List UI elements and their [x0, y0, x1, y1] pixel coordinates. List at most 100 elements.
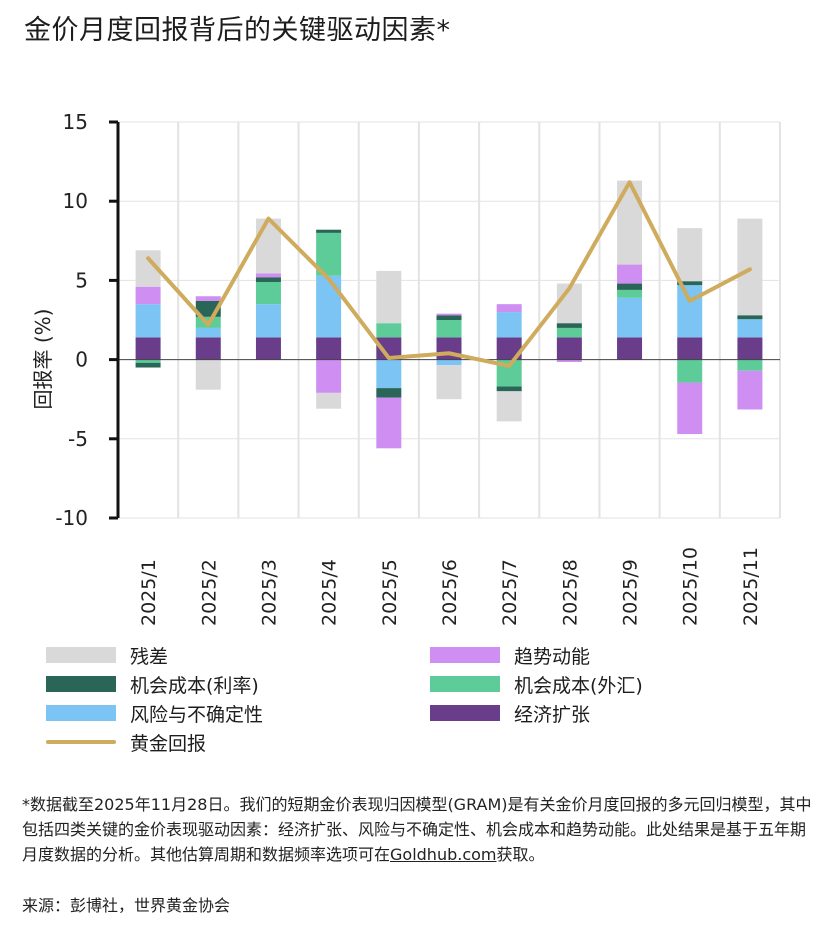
x-tick-label: 2025/6	[439, 559, 461, 626]
grid	[118, 121, 781, 519]
bar-segment	[617, 283, 643, 290]
bar-segment	[436, 313, 462, 316]
bar-segment	[677, 285, 703, 338]
bar-segment	[195, 296, 221, 301]
bar-segment	[436, 365, 462, 400]
bar-segment	[436, 320, 462, 338]
bar-segment	[677, 359, 703, 383]
bar-segment	[376, 397, 402, 449]
y-tick-label: 0	[75, 348, 88, 372]
bar-segment	[496, 312, 522, 338]
footnote-text-end: 获取。	[496, 845, 545, 864]
bar-segment	[195, 359, 221, 390]
x-tick-labels: 2025/1 2025/2 2025/3 2025/4 2025/5 2025/6 2025…	[138, 547, 762, 626]
bar-segment	[737, 370, 763, 410]
bar-segment	[195, 327, 221, 338]
bar-segment	[556, 327, 582, 338]
legend-swatch	[46, 676, 116, 692]
bar-segment	[617, 289, 643, 298]
bar-segment	[556, 359, 582, 362]
bar-segment	[677, 382, 703, 435]
footnote-text: *数据截至2025年11月28日。我们的短期金价表现归因模型(GRAM)是有关金…	[22, 795, 812, 864]
bar-segment	[376, 337, 402, 360]
x-tick-label: 2025/5	[379, 559, 401, 626]
y-tick-label: 5	[75, 268, 88, 292]
y-tick-label: -5	[68, 427, 88, 451]
bars	[135, 180, 763, 449]
bar-segment	[556, 323, 582, 328]
bar-segment	[617, 297, 643, 338]
x-tick-label: 2025/3	[258, 559, 280, 626]
y-axis-label: 回报率 (%)	[31, 309, 55, 410]
bar-segment	[316, 229, 342, 233]
legend-label: 黄金回报	[130, 732, 207, 755]
bar-segment	[135, 359, 161, 363]
legend-swatch	[46, 647, 116, 663]
bar-segment	[135, 362, 161, 368]
y-axis	[109, 120, 120, 520]
x-tick-label: 2025/4	[319, 559, 341, 626]
legend-item-residual: 残差	[46, 642, 168, 668]
legend-item-momentum: 趋势动能	[430, 642, 590, 668]
bar-segment	[617, 180, 643, 265]
legend-line-swatch	[46, 740, 116, 744]
y-tick-label: 10	[63, 189, 88, 213]
bar-segment	[135, 286, 161, 305]
bar-segment	[255, 277, 281, 282]
y-tick-label: 15	[63, 110, 88, 134]
bar-segment	[556, 337, 582, 360]
x-tick-label: 2025/11	[740, 547, 762, 626]
bar-segment	[255, 304, 281, 338]
x-tick-label: 2025/7	[499, 559, 521, 626]
bar-segment	[496, 304, 522, 313]
legend-item-opportunity-cost-fx: 机会成本(外汇)	[430, 671, 643, 697]
bar-segment	[436, 315, 462, 320]
bar-segment	[376, 388, 402, 398]
bar-segment	[376, 270, 402, 324]
legend-swatch	[430, 705, 500, 721]
bar-segment	[316, 359, 342, 393]
legend-label: 风险与不确定性	[130, 703, 264, 726]
bar-segment	[737, 218, 763, 316]
bar-segment	[617, 264, 643, 284]
bar-segment	[496, 391, 522, 422]
footnote: *数据截至2025年11月28日。我们的短期金价表现归因模型(GRAM)是有关金…	[22, 792, 812, 867]
bar-segment	[737, 337, 763, 360]
bar-segment	[496, 337, 522, 360]
x-tick-label: 2025/8	[559, 559, 581, 626]
bar-segment	[677, 281, 703, 286]
bar-segment	[376, 359, 402, 389]
bar-segment	[677, 337, 703, 360]
bar-segment	[135, 337, 161, 360]
bar-segment	[316, 337, 342, 360]
legend-label: 机会成本(利率)	[130, 674, 259, 697]
legend-swatch	[430, 647, 500, 663]
legend-item-gold-return: 黄金回报	[46, 729, 206, 755]
bar-segment	[617, 337, 643, 360]
legend-label: 残差	[130, 645, 169, 668]
x-tick-label: 2025/2	[198, 559, 220, 626]
bar-segment	[316, 392, 342, 409]
bar-segment	[677, 228, 703, 282]
legend-label: 趋势动能	[514, 645, 591, 668]
y-tick-labels: 15 10 5 0 -5 -10	[55, 110, 88, 530]
legend-label: 经济扩张	[514, 703, 591, 726]
legend-item-economic-expansion: 经济扩张	[430, 700, 590, 726]
legend-swatch	[430, 676, 500, 692]
legend-item-risk-uncertainty: 风险与不确定性	[46, 700, 263, 726]
source-note: 来源：彭博社，世界黄金协会	[22, 896, 231, 915]
bar-segment	[255, 281, 281, 305]
bar-segment	[195, 337, 221, 360]
bar-segment	[316, 275, 342, 338]
legend-swatch	[46, 705, 116, 721]
goldhub-link[interactable]: Goldhub.com	[390, 845, 497, 864]
bar-segment	[436, 359, 462, 366]
bar-segment	[496, 386, 522, 392]
bar-segment	[737, 359, 763, 371]
bar-segment	[737, 315, 763, 320]
bar-segment	[255, 337, 281, 360]
bar-segment	[255, 273, 281, 278]
legend-label: 机会成本(外汇)	[514, 674, 643, 697]
bar-segment	[737, 319, 763, 338]
